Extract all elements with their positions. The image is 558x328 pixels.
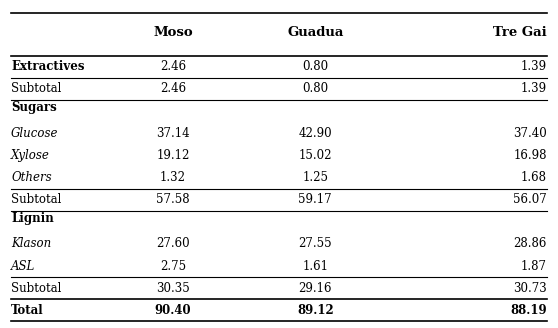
Text: 37.40: 37.40	[513, 127, 547, 140]
Text: 88.19: 88.19	[510, 304, 547, 317]
Text: 1.32: 1.32	[160, 171, 186, 184]
Text: 90.40: 90.40	[155, 304, 191, 317]
Text: 57.58: 57.58	[156, 193, 190, 206]
Text: Guadua: Guadua	[287, 26, 344, 39]
Text: 1.68: 1.68	[521, 171, 547, 184]
Text: 29.16: 29.16	[299, 282, 332, 295]
Text: 2.75: 2.75	[160, 259, 186, 273]
Text: 16.98: 16.98	[513, 149, 547, 162]
Text: Glucose: Glucose	[11, 127, 59, 140]
Text: 42.90: 42.90	[299, 127, 332, 140]
Text: Subtotal: Subtotal	[11, 193, 61, 206]
Text: 1.25: 1.25	[302, 171, 328, 184]
Text: 19.12: 19.12	[156, 149, 190, 162]
Text: 2.46: 2.46	[160, 60, 186, 73]
Text: Xylose: Xylose	[11, 149, 50, 162]
Text: 56.07: 56.07	[513, 193, 547, 206]
Text: 37.14: 37.14	[156, 127, 190, 140]
Text: ASL: ASL	[11, 259, 35, 273]
Text: Others: Others	[11, 171, 52, 184]
Text: Tre Gai: Tre Gai	[493, 26, 547, 39]
Text: 2.46: 2.46	[160, 82, 186, 95]
Text: 0.80: 0.80	[302, 82, 328, 95]
Text: 30.35: 30.35	[156, 282, 190, 295]
Text: 1.61: 1.61	[302, 259, 328, 273]
Text: 89.12: 89.12	[297, 304, 334, 317]
Text: 28.86: 28.86	[513, 237, 547, 251]
Text: 27.55: 27.55	[299, 237, 332, 251]
Text: 1.39: 1.39	[521, 82, 547, 95]
Text: 30.73: 30.73	[513, 282, 547, 295]
Text: 15.02: 15.02	[299, 149, 332, 162]
Text: Sugars: Sugars	[11, 101, 57, 114]
Text: Subtotal: Subtotal	[11, 282, 61, 295]
Text: Extractives: Extractives	[11, 60, 85, 73]
Text: 27.60: 27.60	[156, 237, 190, 251]
Text: Total: Total	[11, 304, 44, 317]
Text: Moso: Moso	[153, 26, 193, 39]
Text: Lignin: Lignin	[11, 212, 54, 225]
Text: Klason: Klason	[11, 237, 51, 251]
Text: 59.17: 59.17	[299, 193, 332, 206]
Text: Subtotal: Subtotal	[11, 82, 61, 95]
Text: 1.87: 1.87	[521, 259, 547, 273]
Text: 1.39: 1.39	[521, 60, 547, 73]
Text: 0.80: 0.80	[302, 60, 328, 73]
